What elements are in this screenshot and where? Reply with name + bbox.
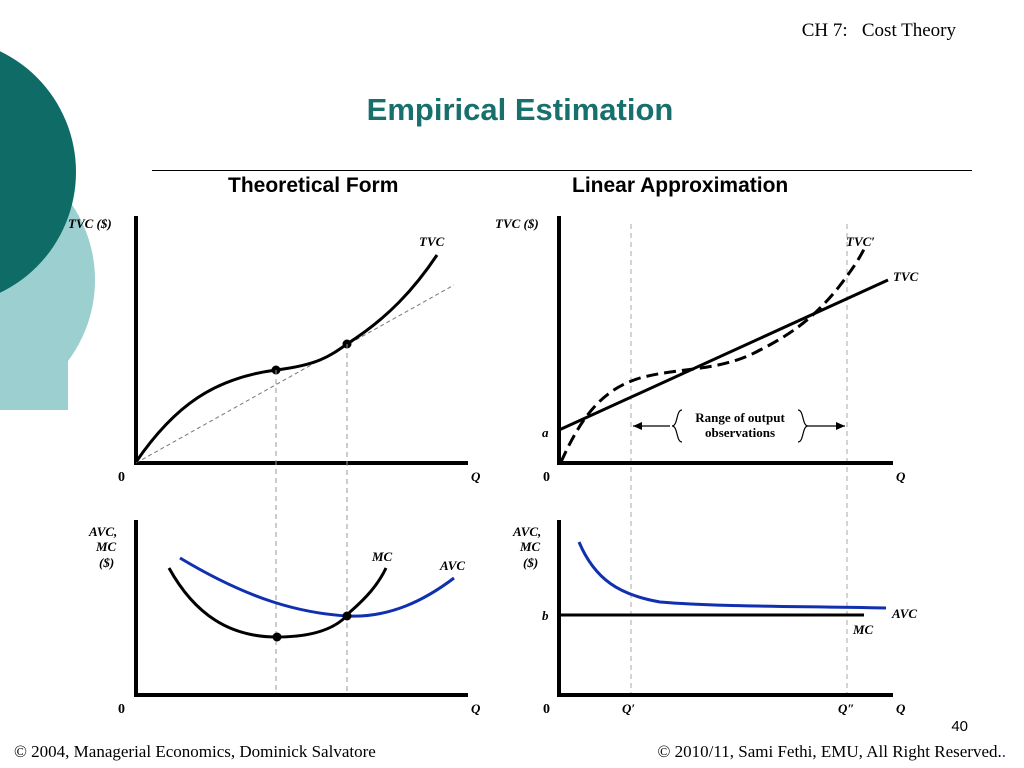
tvc-curve-label: TVC	[419, 234, 445, 249]
intercept-a-label: a	[542, 425, 549, 440]
footer-right-text: © 2010/11, Sami Fethi, EMU, All Right Re…	[657, 742, 1002, 761]
avc-minimum-point	[342, 611, 352, 621]
y-axis-label: MC	[519, 539, 541, 554]
range-label-line2: observations	[705, 425, 775, 440]
page-title: Empirical Estimation	[366, 92, 674, 127]
q-double-prime-label: Q″	[838, 701, 855, 716]
theoretical-form-heading: Theoretical Form	[228, 174, 399, 197]
footer-right-dot: .	[1001, 742, 1006, 761]
ray-from-origin	[135, 284, 455, 464]
range-bracket: Range of output observations	[633, 409, 845, 443]
mc-minimum-point	[272, 632, 282, 642]
linear-approximation-heading: Linear Approximation	[572, 174, 789, 197]
avc-curve	[179, 556, 455, 618]
origin-label: 0	[543, 702, 550, 717]
x-axis-label: Q	[896, 701, 906, 716]
mc-curve-label: MC	[371, 549, 393, 564]
y-axis-label: AVC,	[512, 524, 541, 539]
y-axis-label: AVC,	[88, 524, 117, 539]
origin-label: 0	[118, 702, 125, 717]
footer-left: © 2004, Managerial Economics, Dominick S…	[14, 742, 376, 761]
chapter-label: CH 7: Cost Theory	[801, 20, 956, 41]
y-axis-label: ($)	[523, 555, 538, 570]
tvc-curve	[134, 254, 439, 463]
y-axis-label: ($)	[99, 555, 114, 570]
avc-curve	[577, 541, 887, 610]
origin-label: 0	[543, 470, 550, 485]
mc-curve	[167, 567, 388, 639]
mc-label: MC	[852, 622, 874, 637]
theoretical-tvc-panel: TVC ($) Q 0 TVC	[68, 216, 481, 485]
avc-label: AVC	[891, 606, 917, 621]
y-axis-label: TVC ($)	[68, 216, 112, 231]
tvc-prime-curve	[559, 244, 868, 463]
x-axis-label: Q	[471, 469, 481, 484]
q-prime-label: Q′	[622, 701, 635, 716]
y-axis-label: TVC ($)	[495, 216, 539, 231]
linear-tvc-line	[558, 278, 889, 432]
avc-curve-label: AVC	[439, 558, 465, 573]
decorative-circles	[0, 51, 95, 410]
x-axis-label: Q	[471, 701, 481, 716]
y-axis-label: MC	[95, 539, 117, 554]
level-b-label: b	[542, 608, 549, 623]
theoretical-avc-mc-panel: AVC, MC ($) Q 0 MC AVC	[88, 520, 481, 717]
linear-tvc-panel: TVC ($) Q 0 a TVC′ TVC Range of output o…	[495, 216, 919, 485]
divider-line	[152, 170, 972, 171]
tvc-prime-label: TVC′	[846, 234, 875, 249]
footer-right: © 2010/11, Sami Fethi, EMU, All Right Re…	[658, 742, 1007, 762]
tvc-line-label: TVC	[893, 269, 919, 284]
linear-avc-mc-panel: AVC, MC ($) Q 0 b AVC MC Q′ Q″	[512, 520, 917, 717]
page-number: 40	[951, 718, 968, 735]
origin-label: 0	[118, 470, 125, 485]
range-label-line1: Range of output	[695, 410, 785, 425]
x-axis-label: Q	[896, 469, 906, 484]
